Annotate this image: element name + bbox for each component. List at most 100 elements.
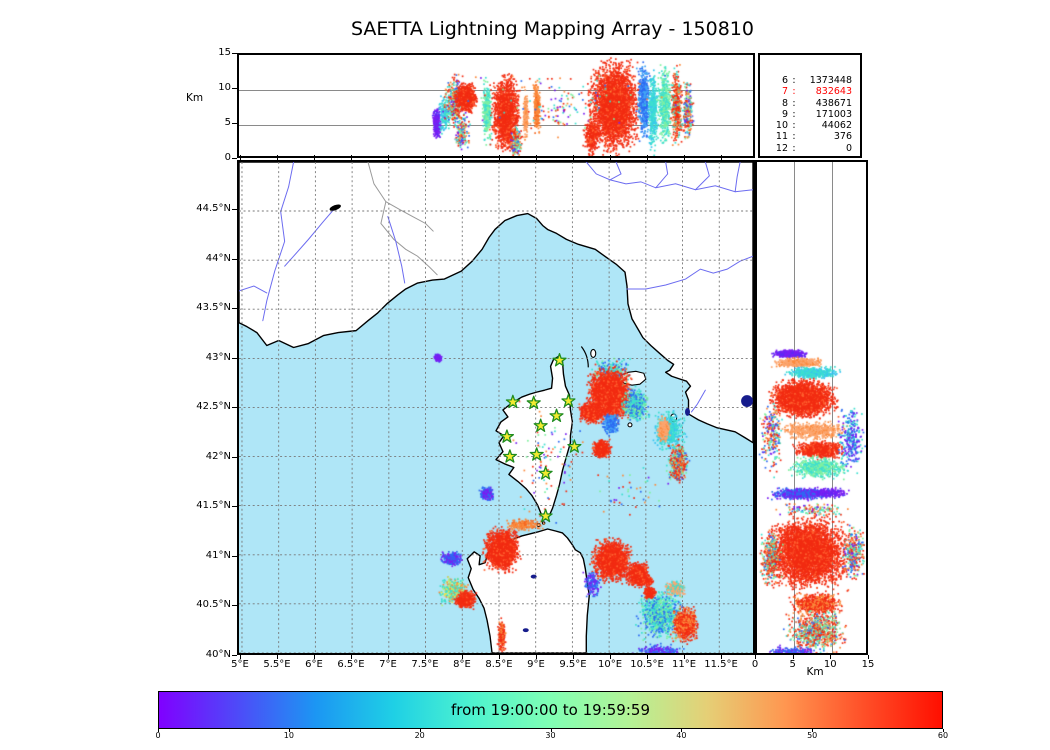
altitude-tick-label: 5 xyxy=(224,117,231,128)
longitude-tick-label: 10.5°E xyxy=(630,659,664,670)
tick-mark xyxy=(232,506,237,508)
tick-mark xyxy=(314,155,315,160)
colorbar-tick-label: 20 xyxy=(414,731,425,740)
source-count-row: 11:376 xyxy=(775,131,852,143)
tick-mark xyxy=(232,158,237,159)
tick-mark xyxy=(232,259,237,260)
longitude-tick-label: 5°E xyxy=(231,659,249,670)
latitude-tick-label: 44°N xyxy=(205,253,231,264)
tick-mark xyxy=(573,655,574,659)
source-count-box: 6:1373448 7:832643 8:438671 9:171003 10:4406… xyxy=(758,53,862,158)
tick-mark xyxy=(573,155,574,160)
tick-mark xyxy=(232,358,237,359)
longitude-tick-label: 7.5°E xyxy=(411,659,439,670)
km-tick-label: 5 xyxy=(789,659,796,670)
tick-mark xyxy=(812,729,814,732)
lma-station-star xyxy=(538,508,553,523)
map-panel xyxy=(237,160,755,655)
source-count-row: 10:44062 xyxy=(775,120,852,132)
lma-station-star xyxy=(552,352,567,367)
figure-title: SAETTA Lightning Mapping Array - 150810 xyxy=(351,18,754,40)
top-panel-ylabel: Km xyxy=(186,92,204,104)
tick-mark xyxy=(681,729,683,732)
km-tick-label: 0 xyxy=(751,659,759,670)
source-count-row: 9:171003 xyxy=(781,108,852,120)
source-count-row: 6:1373448 xyxy=(781,75,852,86)
tick-mark xyxy=(684,155,685,160)
altitude-longitude-scatter xyxy=(239,55,753,156)
altitude-latitude-panel xyxy=(755,160,868,655)
tick-mark xyxy=(158,729,159,732)
tick-mark xyxy=(425,655,426,659)
altitude-tick-label: 0 xyxy=(224,152,231,163)
lma-station-star xyxy=(549,408,564,423)
lma-station-star xyxy=(529,447,544,461)
longitude-tick-label: 7°E xyxy=(379,659,397,670)
tick-mark xyxy=(232,308,237,310)
tick-mark xyxy=(868,655,869,659)
time-colorbar: from 19:00:00 to 19:59:59 xyxy=(158,691,943,729)
tick-mark xyxy=(499,155,500,160)
colorbar-tick-label: 10 xyxy=(283,731,294,740)
colorbar-tick-label: 40 xyxy=(676,731,687,740)
latitude-tick-label: 43.5°N xyxy=(196,302,231,314)
longitude-tick-label: 10°E xyxy=(597,659,623,670)
tick-mark xyxy=(943,729,944,732)
source-count-row: 8:438671 xyxy=(781,97,852,109)
lma-station-star xyxy=(505,394,520,409)
tick-mark xyxy=(240,155,241,160)
map-lightning-scatter xyxy=(239,162,753,653)
colorbar-label: from 19:00:00 to 19:59:59 xyxy=(450,701,650,719)
latitude-tick-label: 44.5°N xyxy=(196,203,231,215)
colorbar-tick-label: 60 xyxy=(937,731,949,740)
latitude-tick-label: 40°N xyxy=(205,649,231,660)
tick-mark xyxy=(388,155,389,160)
longitude-tick-label: 5.5°E xyxy=(263,659,291,670)
source-count-row: 12:0 xyxy=(775,142,852,154)
latitude-tick-label: 40.5°N xyxy=(196,599,231,611)
longitude-tick-label: 9°E xyxy=(527,659,545,670)
source-count-row: 7:832643 xyxy=(781,86,852,98)
tick-mark xyxy=(755,655,756,659)
longitude-tick-label: 11.5°E xyxy=(704,659,738,670)
tick-mark xyxy=(425,155,426,160)
right-panel-xlabel: Km xyxy=(806,666,824,678)
tick-mark xyxy=(232,407,237,409)
tick-mark xyxy=(647,155,648,160)
tick-mark xyxy=(232,53,237,54)
lma-station-star xyxy=(533,418,548,432)
latitude-tick-label: 42°N xyxy=(205,451,231,462)
tick-mark xyxy=(610,155,611,160)
tick-mark xyxy=(277,155,278,160)
tick-mark xyxy=(419,729,421,732)
tick-mark xyxy=(232,209,237,211)
km-tick-label: 15 xyxy=(861,659,875,670)
longitude-tick-label: 6°E xyxy=(305,659,323,670)
tick-mark xyxy=(288,729,290,732)
lma-station-star xyxy=(502,449,517,463)
tick-mark xyxy=(684,655,685,659)
tick-mark xyxy=(232,123,237,124)
tick-mark xyxy=(232,457,237,458)
longitude-tick-label: 9.5°E xyxy=(559,659,587,670)
tick-mark xyxy=(232,605,237,607)
altitude-longitude-panel xyxy=(237,53,755,158)
lma-station-star xyxy=(526,395,541,410)
tick-mark xyxy=(536,155,537,160)
latitude-tick-label: 41.5°N xyxy=(196,500,231,512)
tick-mark xyxy=(277,655,278,659)
tick-mark xyxy=(232,556,237,557)
tick-mark xyxy=(314,655,315,659)
tick-mark xyxy=(550,729,552,732)
lma-station-star xyxy=(567,439,582,453)
tick-mark xyxy=(499,655,500,659)
colorbar-tick-label: 50 xyxy=(807,731,818,740)
tick-mark xyxy=(647,655,648,659)
tick-mark xyxy=(792,655,794,659)
lma-station-star xyxy=(561,393,576,408)
lma-station-star xyxy=(538,466,553,480)
lma-station-star xyxy=(499,429,515,443)
latitude-tick-label: 42.5°N xyxy=(196,401,231,413)
tick-mark xyxy=(240,655,241,659)
